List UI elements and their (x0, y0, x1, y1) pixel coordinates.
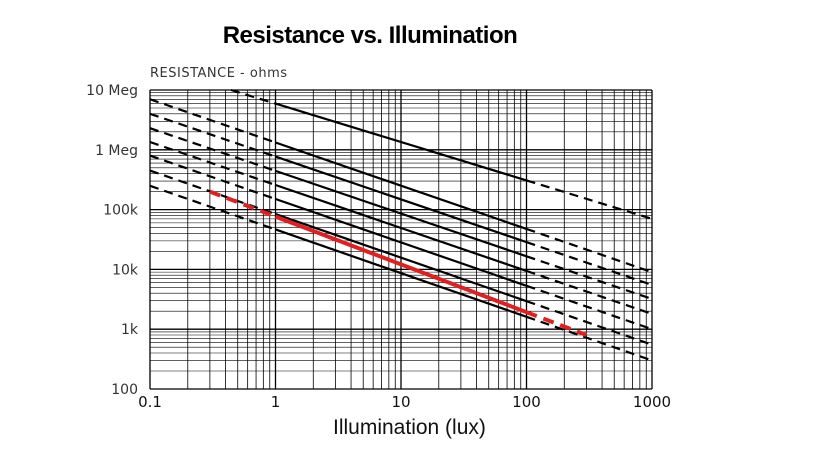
x-tick-label: 1000 (633, 393, 671, 411)
series-line-6 (526, 284, 653, 331)
x-tick-label: 1 (271, 393, 281, 411)
y-tick-label: 100k (103, 203, 139, 219)
y-tick-label: 10 Meg (86, 83, 138, 99)
chart-title: Resistance vs. Illumination (222, 22, 518, 49)
series-line-highlight (274, 214, 528, 315)
x-tick-label: 100 (512, 393, 541, 411)
series-line-7 (275, 213, 527, 303)
series-line-2 (149, 98, 276, 144)
series-line-2 (526, 227, 653, 274)
series-line-7 (526, 300, 653, 346)
series-line-1 (230, 88, 276, 105)
series-line-1 (526, 179, 653, 220)
x-tick-label: 0.1 (138, 393, 162, 411)
series-line-5 (526, 269, 653, 315)
grid (149, 89, 653, 390)
y-tick-label: 10k (112, 262, 139, 278)
series-line-highlight (525, 310, 588, 337)
y-tick-label: 100 (111, 382, 138, 398)
series-line-5 (149, 140, 276, 187)
series-line-6 (149, 154, 276, 201)
x-axis-label: Illumination (lux) (333, 416, 486, 439)
y-axis-label: RESISTANCE - ohms (150, 66, 288, 81)
y-tick-label: 1 Meg (95, 143, 138, 159)
x-tick-label: 10 (391, 393, 410, 411)
series-line-8 (526, 315, 653, 362)
series-line-5 (275, 183, 527, 272)
series-line-highlight (209, 189, 277, 219)
series-group (149, 88, 653, 362)
series-line-1 (275, 102, 527, 182)
series-line-4 (149, 127, 276, 172)
series-line-4 (275, 169, 527, 258)
series-line-2 (275, 141, 527, 230)
series-line-8 (275, 228, 527, 318)
series-line-8 (149, 184, 276, 231)
series-line-4 (526, 255, 653, 301)
series-line-3 (149, 112, 276, 158)
series-line-3 (275, 155, 527, 244)
y-tick-label: 1k (121, 322, 139, 338)
series-line-3 (526, 241, 653, 286)
series-line-6 (275, 197, 527, 287)
